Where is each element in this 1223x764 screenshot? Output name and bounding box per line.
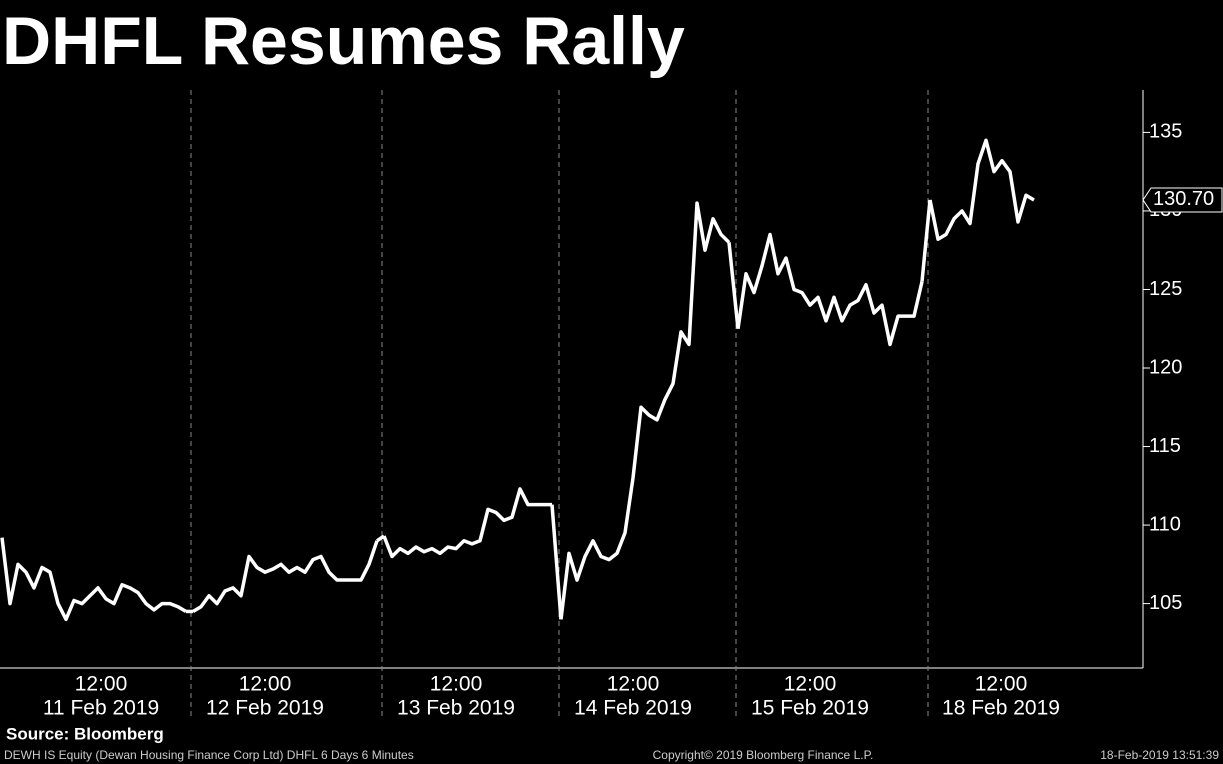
footer-center: Copyright© 2019 Bloomberg Finance L.P.: [653, 748, 874, 762]
footer-left: DEWH IS Equity (Dewan Housing Finance Co…: [4, 748, 414, 762]
x-time-label: 12:00: [75, 673, 128, 696]
x-date-label: 18 Feb 2019: [942, 697, 1060, 720]
x-date-label: 14 Feb 2019: [574, 697, 692, 720]
y-tick-label: 110: [1149, 513, 1181, 535]
x-time-label: 12:00: [607, 673, 660, 696]
source: Source: Bloomberg: [6, 724, 164, 743]
x-date-label: 12 Feb 2019: [206, 697, 324, 720]
price-line: [928, 138, 1035, 241]
x-time-label: 12:00: [239, 673, 292, 696]
x-date-label: 11 Feb 2019: [43, 697, 159, 720]
y-tick-label: 120: [1149, 356, 1182, 378]
day-connector: [550, 504, 563, 620]
last-price-box: [1142, 187, 1223, 213]
day-connector: [920, 199, 932, 282]
x-time-label: 12:00: [430, 673, 483, 696]
y-tick-label: 135: [1149, 121, 1182, 143]
x-time-label: 12:00: [975, 673, 1028, 696]
price-line: [0, 537, 187, 622]
y-tick-label: 115: [1149, 435, 1181, 457]
y-tick-label: 125: [1149, 278, 1182, 300]
y-tick-label: 105: [1149, 592, 1182, 614]
last-price-label: 130.70: [1153, 188, 1214, 210]
x-date-label: 15 Feb 2019: [751, 697, 869, 720]
x-date-label: 13 Feb 2019: [397, 697, 515, 720]
price-line: [192, 540, 379, 613]
price-line: [736, 232, 924, 347]
footer-right: 18-Feb-2019 13:51:39: [1100, 748, 1219, 762]
x-time-label: 12:00: [784, 673, 837, 696]
day-connector: [727, 242, 740, 329]
price-line: [559, 201, 731, 620]
chart-title: DHFL Resumes Rally: [2, 3, 685, 79]
price-line: [382, 487, 552, 559]
